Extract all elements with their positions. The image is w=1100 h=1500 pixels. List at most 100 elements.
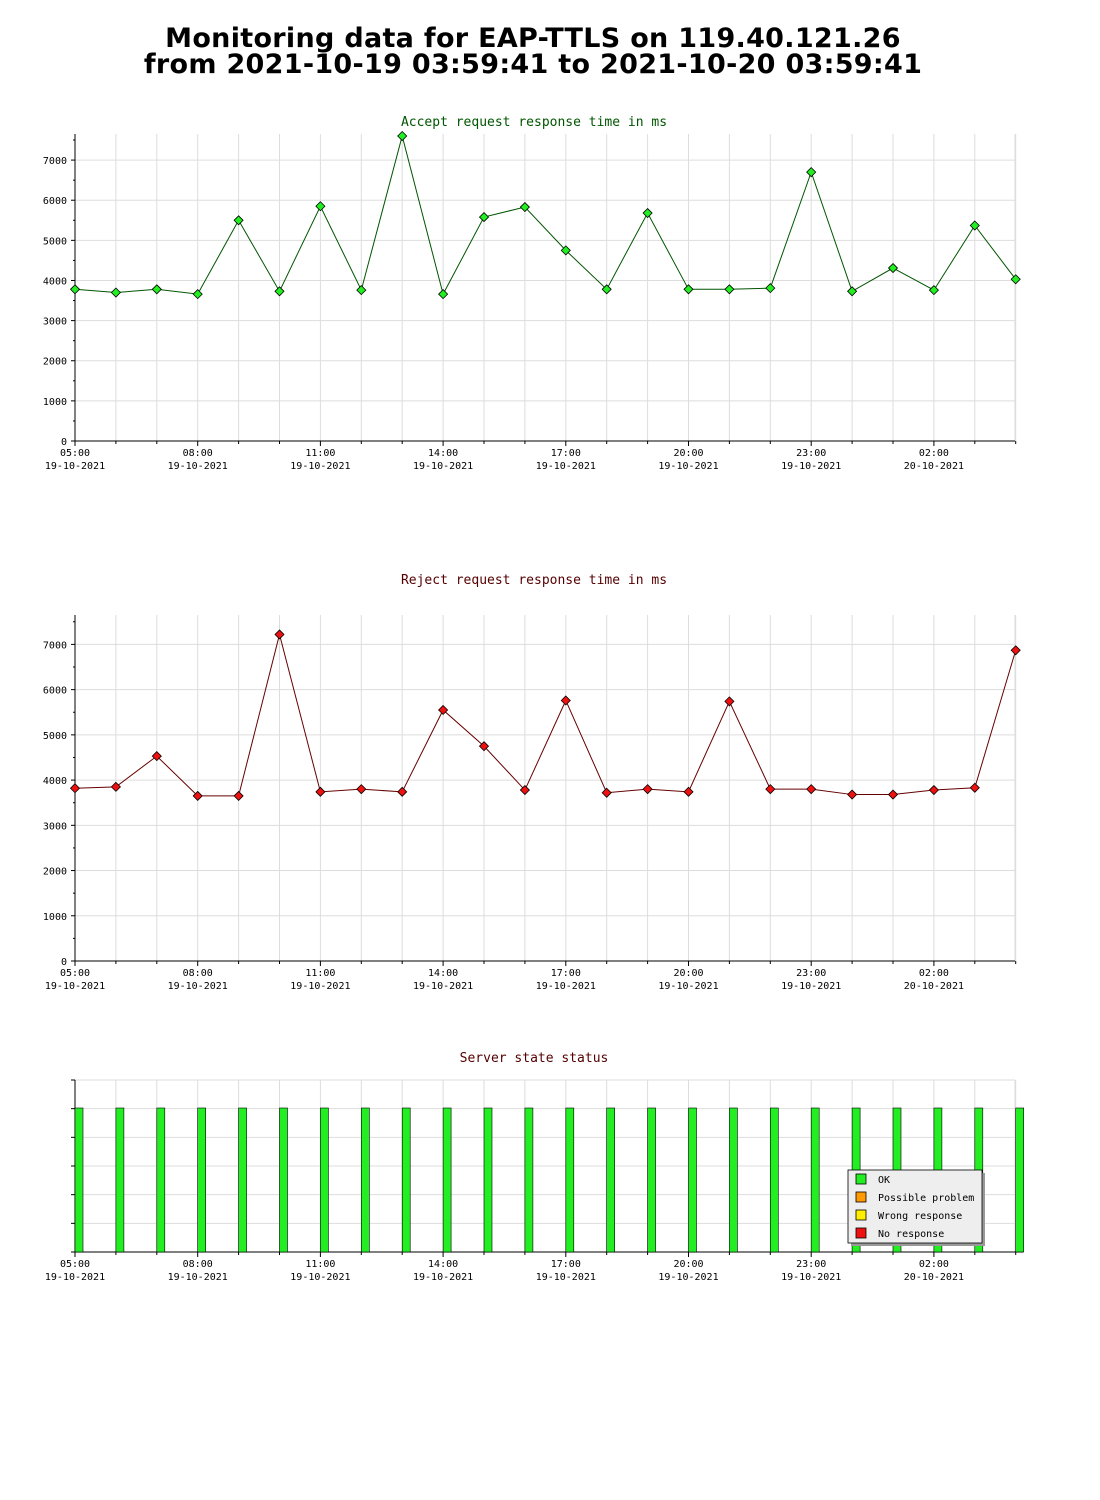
reject-y-tick-label: 7000 (43, 640, 67, 651)
accept-x-tick-time: 14:00 (428, 448, 458, 459)
reject-data-point (928, 784, 939, 796)
accept-data-point (192, 289, 203, 300)
accept-x-tick-date: 19-10-2021 (781, 461, 841, 472)
reject-x-tick-date: 19-10-2021 (413, 981, 473, 992)
reject-x-tick-date: 19-10-2021 (781, 981, 841, 992)
reject-y-tick-label: 4000 (43, 776, 67, 787)
reject-data-point (478, 741, 490, 752)
status-bar (606, 1107, 616, 1253)
accept-x-tick-time: 20:00 (673, 448, 703, 459)
reject-y-tick-label: 0 (61, 957, 67, 968)
accept-data-point (642, 207, 653, 219)
accept-x-tick-date: 19-10-2021 (413, 461, 473, 472)
reject-y-tick-label: 5000 (43, 731, 67, 742)
status-bar (688, 1107, 697, 1253)
accept-chart-title: Accept request response time in ms (401, 115, 667, 130)
page-title-line-2: from 2021-10-19 03:59:41 to 2021-10-20 0… (143, 49, 923, 80)
accept-data-point (969, 220, 980, 231)
accept-data-point (847, 286, 858, 297)
reject-x-tick-time: 08:00 (183, 968, 213, 979)
reject-data-point (601, 787, 612, 798)
reject-data-point (887, 789, 899, 800)
accept-x-tick-date: 19-10-2021 (290, 461, 350, 472)
reject-data-point (356, 784, 367, 795)
accept-data-point (683, 284, 694, 295)
status-x-tick-date: 19-10-2021 (413, 1272, 473, 1283)
page-title-line-1: Monitoring data for EAP-TTLS on 119.40.1… (165, 23, 901, 54)
status-bar (401, 1107, 411, 1253)
legend-swatch (855, 1209, 867, 1221)
legend-swatch (855, 1191, 867, 1203)
accept-x-tick-date: 20-10-2021 (904, 461, 964, 472)
accept-data-point (806, 167, 817, 178)
status-bar (115, 1107, 125, 1253)
legend-box (847, 1169, 983, 1244)
accept-y-tick-label: 2000 (43, 357, 67, 368)
status-x-tick-time: 23:00 (796, 1259, 826, 1270)
legend-label: Wrong response (878, 1211, 962, 1222)
accept-data-point (69, 284, 81, 295)
status-bar (442, 1107, 452, 1253)
accept-data-point (438, 289, 449, 300)
reject-x-tick-time: 11:00 (305, 968, 335, 979)
accept-y-tick-label: 6000 (43, 196, 67, 207)
status-bar (320, 1107, 329, 1253)
status-bar (197, 1107, 206, 1253)
accept-data-point (478, 212, 490, 223)
accept-y-tick-label: 4000 (43, 276, 67, 287)
reject-data-point (560, 695, 571, 706)
reject-x-tick-time: 23:00 (796, 968, 826, 979)
status-bar (647, 1107, 656, 1253)
accept-data-point (110, 287, 121, 298)
legend-swatch (855, 1173, 867, 1185)
status-x-tick-time: 20:00 (673, 1259, 703, 1270)
reject-data-point (765, 784, 776, 795)
status-bar (729, 1107, 738, 1253)
reject-data-point (969, 782, 980, 793)
status-bar (565, 1107, 575, 1253)
reject-x-tick-date: 19-10-2021 (536, 981, 596, 992)
reject-data-point (110, 781, 121, 792)
reject-series-line (74, 634, 1017, 797)
accept-data-point (560, 245, 571, 256)
reject-data-point (438, 704, 449, 716)
reject-data-point (192, 790, 203, 801)
reject-data-point (69, 783, 81, 794)
status-x-tick-date: 19-10-2021 (658, 1272, 718, 1283)
status-bar (279, 1107, 288, 1253)
status-x-tick-date: 19-10-2021 (168, 1272, 228, 1283)
accept-y-tick-label: 5000 (43, 236, 67, 247)
accept-data-point (315, 201, 326, 212)
reject-y-tick-label: 1000 (43, 912, 67, 923)
status-bar (74, 1107, 84, 1253)
status-x-tick-time: 02:00 (919, 1259, 949, 1270)
status-x-tick-date: 20-10-2021 (904, 1272, 964, 1283)
accept-data-point (519, 201, 530, 213)
reject-data-point (683, 786, 694, 797)
reject-x-tick-time: 02:00 (919, 968, 949, 979)
legend-label: Possible problem (878, 1193, 974, 1204)
accept-data-point (356, 285, 367, 296)
status-x-tick-date: 19-10-2021 (781, 1272, 841, 1283)
accept-x-tick-time: 02:00 (919, 448, 949, 459)
reject-x-tick-time: 20:00 (673, 968, 703, 979)
status-legend: OK Possible problem Wrong response No respo… (847, 1169, 985, 1246)
reject-data-point (806, 784, 817, 795)
accept-y-tick-label: 7000 (43, 156, 67, 167)
accept-x-tick-date: 19-10-2021 (45, 461, 105, 472)
reject-x-tick-date: 19-10-2021 (45, 981, 105, 992)
reject-x-tick-date: 19-10-2021 (168, 981, 228, 992)
accept-y-tick-label: 3000 (43, 317, 67, 328)
accept-y-tick-label: 0 (61, 437, 67, 448)
reject-data-point (642, 784, 653, 795)
accept-x-tick-time: 17:00 (551, 448, 581, 459)
reject-data-point (724, 696, 735, 707)
accept-data-point (601, 284, 612, 295)
status-chart-title: Server state status (460, 1051, 609, 1066)
status-x-tick-date: 19-10-2021 (290, 1272, 350, 1283)
status-bar (524, 1107, 534, 1253)
status-bar (156, 1107, 166, 1253)
status-bar (360, 1107, 370, 1253)
reject-data-point (847, 789, 858, 800)
